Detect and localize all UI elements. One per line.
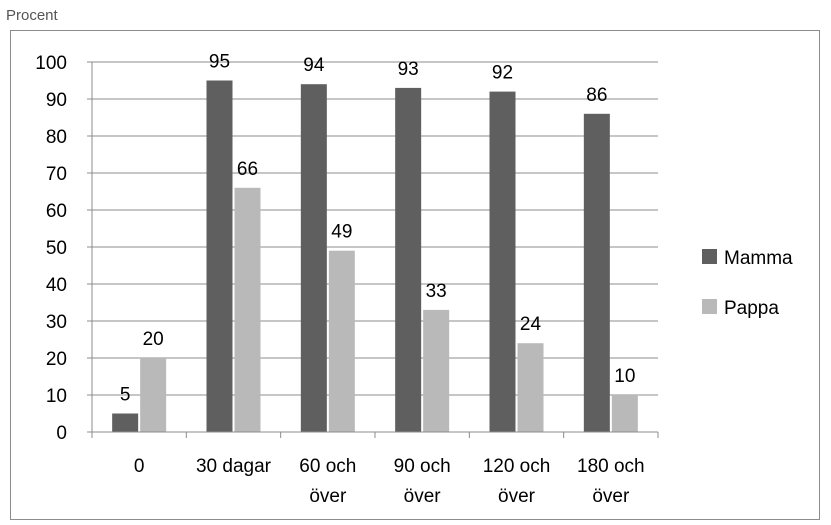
x-tick-label: 30 dagar — [196, 456, 272, 477]
data-label: 66 — [237, 159, 258, 180]
data-label: 33 — [426, 281, 447, 302]
y-tick-label: 60 — [46, 201, 67, 222]
legend-label-mamma: Mamma — [724, 248, 793, 269]
y-tick-label: 50 — [46, 238, 67, 259]
legend-swatch-pappa — [702, 299, 717, 314]
x-tick-label: 120 och — [483, 456, 551, 477]
bar-mamma — [112, 413, 139, 432]
bar-mamma — [395, 87, 422, 433]
data-label: 20 — [143, 329, 164, 350]
bar-mamma — [583, 113, 610, 433]
x-tick-label: 0 — [134, 456, 145, 477]
y-tick-label: 40 — [46, 275, 67, 296]
bar-pappa — [140, 358, 167, 432]
bar-pappa — [611, 395, 638, 432]
data-label: 49 — [331, 222, 352, 243]
y-tick-label: 20 — [46, 349, 67, 370]
x-tick-label: över — [592, 486, 630, 507]
data-label: 94 — [303, 55, 325, 76]
y-tick-label: 10 — [46, 386, 67, 407]
x-tick-label: över — [309, 486, 347, 507]
bar-mamma — [300, 84, 327, 432]
x-tick-label: 90 och — [394, 456, 451, 477]
data-label: 93 — [398, 59, 419, 80]
legend-swatch-mamma — [702, 249, 717, 264]
data-label: 24 — [520, 314, 542, 335]
bar-pappa — [328, 250, 355, 432]
data-label: 10 — [614, 366, 635, 387]
bar-pappa — [423, 309, 450, 432]
bar-pappa — [234, 187, 261, 432]
data-label: 95 — [209, 52, 230, 73]
y-tick-label: 30 — [46, 312, 67, 333]
bar-pappa — [517, 343, 544, 432]
y-tick-label: 0 — [56, 423, 67, 444]
data-label: 86 — [586, 85, 607, 106]
y-tick-label: 80 — [46, 127, 67, 148]
y-axis-title: Procent — [6, 7, 58, 24]
data-label: 92 — [492, 63, 513, 84]
x-tick-label: över — [498, 486, 536, 507]
x-tick-label: 60 och — [299, 456, 356, 477]
legend-label-pappa: Pappa — [724, 298, 779, 319]
bar-mamma — [489, 91, 516, 432]
y-tick-label: 70 — [46, 164, 67, 185]
y-tick-label: 100 — [35, 53, 67, 74]
y-tick-label: 90 — [46, 90, 67, 111]
data-label: 5 — [120, 385, 131, 406]
x-tick-label: 180 och — [577, 456, 645, 477]
x-tick-label: över — [404, 486, 442, 507]
bar-mamma — [206, 80, 233, 432]
